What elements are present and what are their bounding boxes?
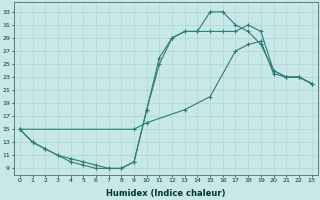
X-axis label: Humidex (Indice chaleur): Humidex (Indice chaleur)	[106, 189, 226, 198]
